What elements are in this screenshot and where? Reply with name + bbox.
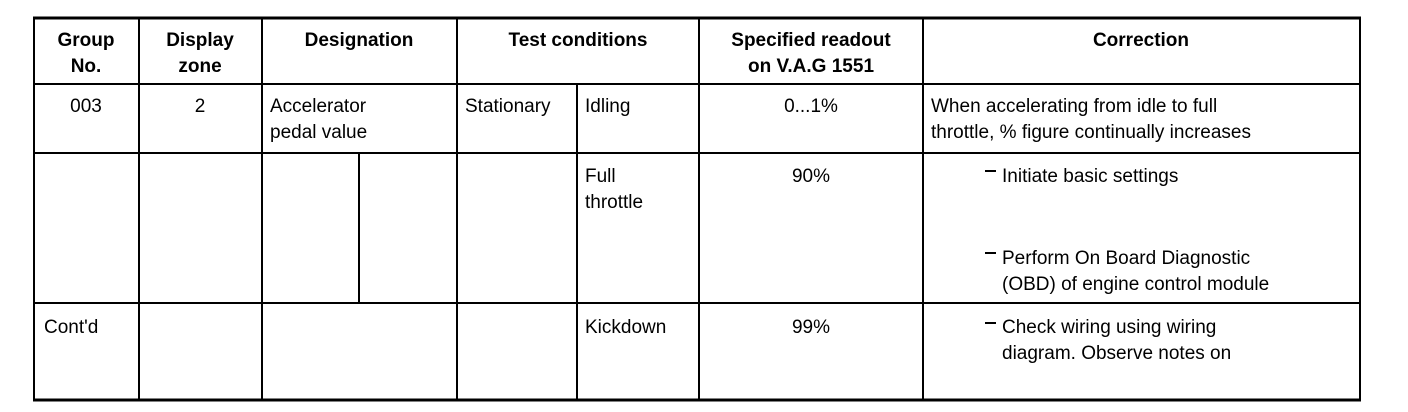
readout-cell: 99% [792, 317, 830, 338]
designation-cell: pedal value [270, 122, 367, 143]
sub-condition-cell: Kickdown [585, 317, 666, 338]
header-cell: Designation [305, 30, 414, 51]
sub-condition-cell: Full [585, 166, 616, 187]
group-cell: Cont'd [44, 317, 98, 338]
header-cell: Specified readout [731, 30, 891, 51]
header-cell: Correction [1093, 30, 1189, 51]
correction-cell: When accelerating from idle to full [931, 96, 1217, 117]
header-cell: No. [71, 56, 102, 77]
header-cell: zone [178, 56, 221, 77]
correction-bullet: Perform On Board Diagnostic [1002, 248, 1250, 269]
correction-bullet: Initiate basic settings [1002, 166, 1178, 187]
header-cell: on V.A.G 1551 [748, 56, 874, 77]
sub-condition-cell: Idling [585, 96, 630, 117]
correction-cell: throttle, % figure continually increases [931, 122, 1251, 143]
readout-cell: 90% [792, 166, 830, 187]
correction-bullet: diagram. Observe notes on [1002, 343, 1231, 364]
group-cell: 003 [70, 96, 102, 117]
zone-cell: 2 [195, 96, 206, 117]
readout-cell: 0...1% [784, 96, 838, 117]
designation-cell: Accelerator [270, 96, 367, 117]
header-cell: Test conditions [509, 30, 648, 51]
sub-condition-cell: throttle [585, 192, 643, 213]
correction-bullet: (OBD) of engine control module [1002, 274, 1269, 295]
bullet-dashes [985, 170, 996, 324]
header-cell: Group [58, 30, 115, 51]
correction-bullet: Check wiring using wiring [1002, 317, 1216, 338]
table-rules [33, 16, 1361, 402]
header-cell: Display [166, 30, 234, 51]
condition-cell: Stationary [465, 96, 551, 117]
